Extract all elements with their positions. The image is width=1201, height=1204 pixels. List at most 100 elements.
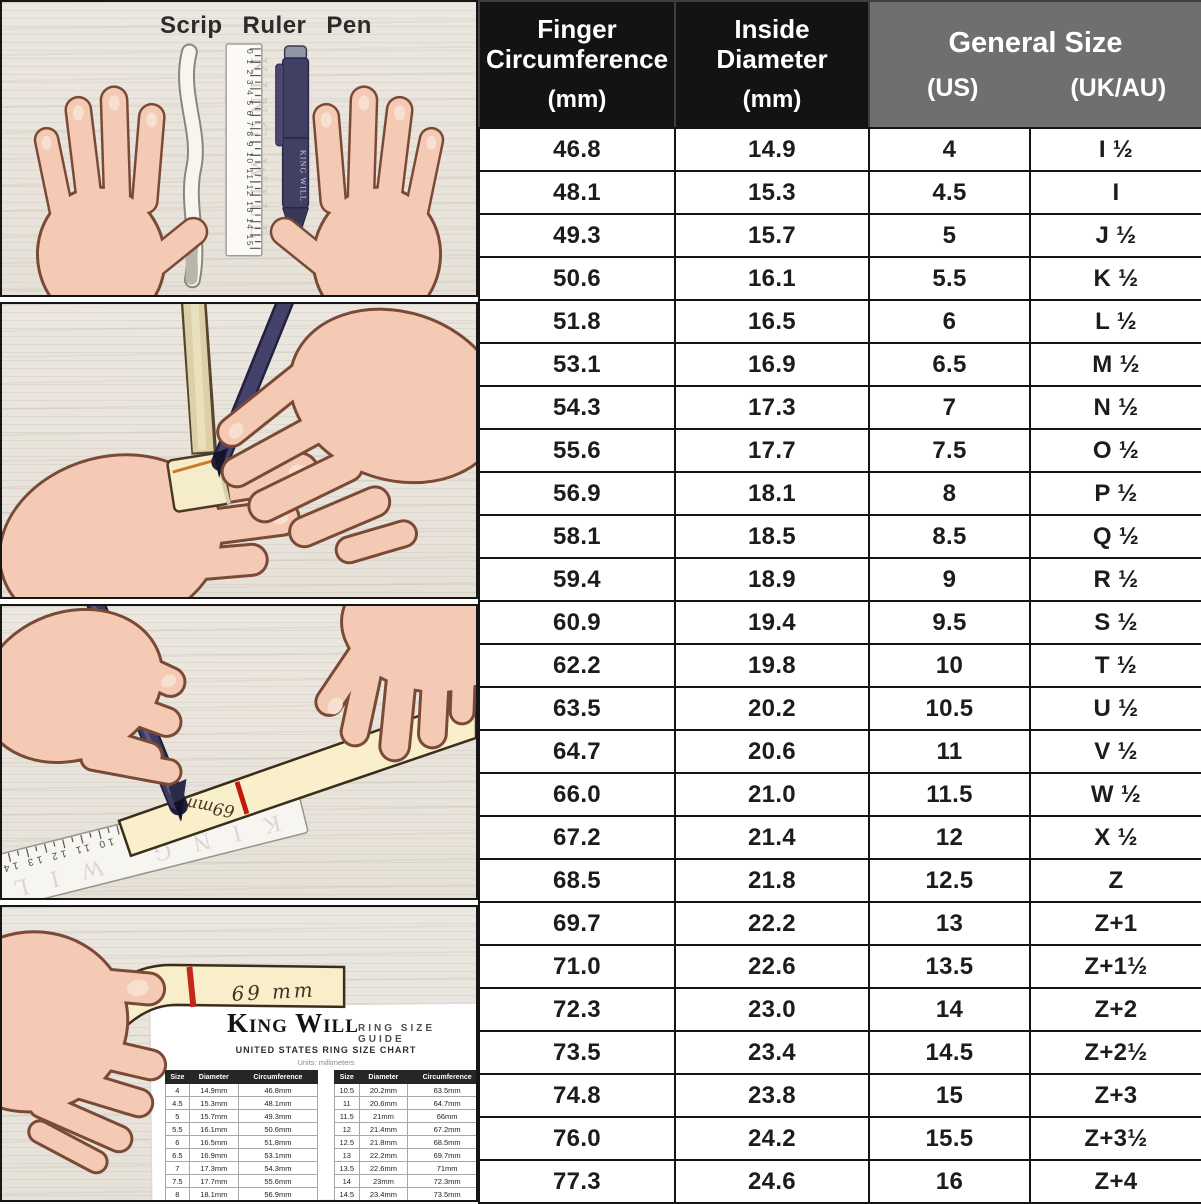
circumference-cell: 46.8 [479,128,675,171]
us-size-cell: 5 [869,214,1030,257]
mini-table-row: 6.5 16.9mm 53.1mm [166,1149,318,1162]
size-table-section: Finger Circumference (mm) Inside Diamete… [478,0,1201,1202]
mini-table-row: 5.5 16.1mm 50.6mm [166,1123,318,1136]
size-row: 66.0 21.0 11.5 W ½ [479,773,1201,816]
size-row: 50.6 16.1 5.5 K ½ [479,257,1201,300]
diameter-cell: 17.3 [675,386,869,429]
us-size-cell: 9 [869,558,1030,601]
guide-title: RING SIZE GUIDE [358,1023,476,1045]
size-row: 54.3 17.3 7 N ½ [479,386,1201,429]
panel-step1-tools: KING WILL 0 1 2 3 4 5 6 7 8 9 10 11 12 1… [0,0,478,297]
mini-table-row: 12 21.4mm 67.2mm [335,1123,479,1136]
strip-tail [193,304,204,454]
diameter-cell: 21.4 [675,816,869,859]
panel-step2-wrap-finger [0,302,478,599]
circumference-cell: 50.6 [479,257,675,300]
circumference-cell: 53.1 [479,343,675,386]
step1-illustration: KING WILL 0 1 2 3 4 5 6 7 8 9 10 11 12 1… [2,2,476,295]
ukau-size-cell: R ½ [1030,558,1201,601]
ring-size-table: Finger Circumference (mm) Inside Diamete… [478,0,1201,1204]
circumference-cell: 59.4 [479,558,675,601]
us-size-cell: 13.5 [869,945,1030,988]
us-size-cell: 10 [869,644,1030,687]
circumference-cell: 63.5 [479,687,675,730]
mini-table-row: 10.5 20.2mm 63.5mm [335,1084,479,1097]
size-row: 67.2 21.4 12 X ½ [479,816,1201,859]
size-row: 51.8 16.5 6 L ½ [479,300,1201,343]
us-size-cell: 13 [869,902,1030,945]
measurement-text: 69 mm [231,979,316,1006]
ukau-size-cell: V ½ [1030,730,1201,773]
us-size-cell: 10.5 [869,687,1030,730]
step2-illustration [2,304,476,597]
size-row: 74.8 23.8 15 Z+3 [479,1074,1201,1117]
mini-table-row: 11 20.6mm 64.7mm [335,1097,479,1110]
ukau-size-cell: Z [1030,859,1201,902]
size-row: 77.3 24.6 16 Z+4 [479,1160,1201,1203]
size-row: 56.9 18.1 8 P ½ [479,472,1201,515]
header-general-size: General Size (US) (UK/AU) [869,1,1201,128]
ukau-size-cell: I [1030,171,1201,214]
size-row: 76.0 24.2 15.5 Z+3½ [479,1117,1201,1160]
mini-table-row: 7 17.3mm 54.3mm [166,1162,318,1175]
ukau-size-cell: T ½ [1030,644,1201,687]
ukau-size-cell: P ½ [1030,472,1201,515]
size-row: 64.7 20.6 11 V ½ [479,730,1201,773]
diameter-cell: 17.7 [675,429,869,472]
mini-table-row: 5 15.7mm 49.3mm [166,1110,318,1123]
circumference-cell: 62.2 [479,644,675,687]
header-inside-diameter: Inside Diameter (mm) [675,1,869,128]
us-size-cell: 8 [869,472,1030,515]
mini-header-cell: Diameter [359,1071,408,1084]
table-header-row: Finger Circumference (mm) Inside Diamete… [479,1,1201,128]
header-finger-circumference: Finger Circumference (mm) [479,1,675,128]
ukau-size-cell: I ½ [1030,128,1201,171]
circumference-cell: 64.7 [479,730,675,773]
left-hand-writing [2,606,185,789]
us-size-cell: 7 [869,386,1030,429]
size-row: 58.1 18.5 8.5 Q ½ [479,515,1201,558]
circumference-cell: 54.3 [479,386,675,429]
left-hand [23,95,193,294]
size-row: 62.2 19.8 10 T ½ [479,644,1201,687]
size-row: 69.7 22.2 13 Z+1 [479,902,1201,945]
size-row: 73.5 23.4 14.5 Z+2½ [479,1031,1201,1074]
size-row: 72.3 23.0 14 Z+2 [479,988,1201,1031]
us-size-cell: 4 [869,128,1030,171]
ukau-size-cell: Z+3 [1030,1074,1201,1117]
diameter-cell: 16.9 [675,343,869,386]
us-size-cell: 6.5 [869,343,1030,386]
circumference-cell: 69.7 [479,902,675,945]
diameter-cell: 24.6 [675,1160,869,1203]
circumference-cell: 73.5 [479,1031,675,1074]
size-row: 49.3 15.7 5 J ½ [479,214,1201,257]
diameter-cell: 15.3 [675,171,869,214]
ruler-numbers: 0 1 2 3 4 5 6 7 8 9 10 11 12 13 14 15 [245,49,255,249]
us-size-cell: 14 [869,988,1030,1031]
us-size-cell: 6 [869,300,1030,343]
size-row: 59.4 18.9 9 R ½ [479,558,1201,601]
ukau-size-cell: S ½ [1030,601,1201,644]
us-size-cell: 11.5 [869,773,1030,816]
us-size-cell: 9.5 [869,601,1030,644]
mini-chart-title: UNITED STATES RING SIZE CHART [165,1045,478,1055]
ukau-size-cell: L ½ [1030,300,1201,343]
step3-illustration: KING WILL 0 1 2 3 4 5 6 7 8 9 10 11 12 1… [2,606,476,899]
mini-header-cell: Size [335,1071,360,1084]
diameter-cell: 18.9 [675,558,869,601]
ruler-icon: KING WILL 0 1 2 3 4 5 6 7 8 9 10 11 12 1… [226,44,271,256]
mini-table-row: 7.5 17.7mm 55.6mm [166,1175,318,1188]
mini-table-row: 8 18.1mm 56.9mm [166,1188,318,1201]
ukau-size-cell: U ½ [1030,687,1201,730]
us-size-cell: 12 [869,816,1030,859]
size-row: 48.1 15.3 4.5 I [479,171,1201,214]
strip-label: Scrip [160,12,223,40]
header-us: (US) [870,74,1036,103]
mini-header-cell: Size [166,1071,190,1084]
diameter-cell: 14.9 [675,128,869,171]
us-size-cell: 15.5 [869,1117,1030,1160]
ukau-size-cell: O ½ [1030,429,1201,472]
circumference-cell: 67.2 [479,816,675,859]
